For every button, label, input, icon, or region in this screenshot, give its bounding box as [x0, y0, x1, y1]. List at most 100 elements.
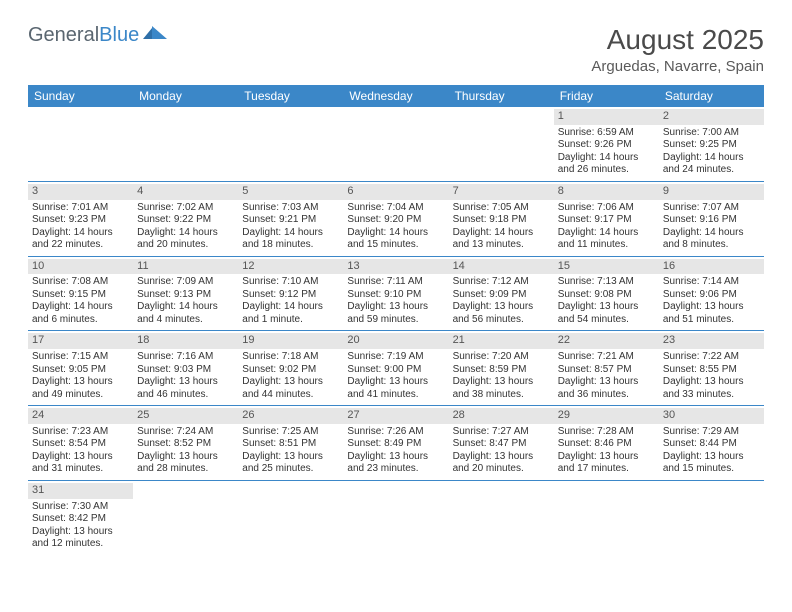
day-number: 19: [238, 333, 343, 349]
calendar-row: 3Sunrise: 7:01 AMSunset: 9:23 PMDaylight…: [28, 181, 764, 256]
daylight-text-2: and 4 minutes.: [137, 314, 234, 327]
sunset-text: Sunset: 9:12 PM: [242, 289, 339, 302]
daylight-text-1: Daylight: 13 hours: [663, 451, 760, 464]
location: Arguedas, Navarre, Spain: [591, 58, 764, 75]
calendar-cell: 30Sunrise: 7:29 AMSunset: 8:44 PMDayligh…: [659, 406, 764, 481]
daylight-text-2: and 25 minutes.: [242, 463, 339, 476]
day-number: 5: [238, 184, 343, 200]
sunset-text: Sunset: 9:25 PM: [663, 139, 760, 152]
calendar-cell: .: [343, 107, 448, 181]
sunset-text: Sunset: 9:21 PM: [242, 214, 339, 227]
sunset-text: Sunset: 9:15 PM: [32, 289, 129, 302]
daylight-text-1: Daylight: 14 hours: [137, 227, 234, 240]
sunrise-text: Sunrise: 7:18 AM: [242, 351, 339, 364]
daylight-text-2: and 22 minutes.: [32, 239, 129, 252]
sunrise-text: Sunrise: 7:25 AM: [242, 426, 339, 439]
header: GeneralBlue August 2025 Arguedas, Navarr…: [28, 24, 764, 75]
daylight-text-2: and 18 minutes.: [242, 239, 339, 252]
sunrise-text: Sunrise: 7:13 AM: [558, 276, 655, 289]
daylight-text-1: Daylight: 13 hours: [32, 376, 129, 389]
daylight-text-2: and 23 minutes.: [347, 463, 444, 476]
sunset-text: Sunset: 9:09 PM: [453, 289, 550, 302]
daylight-text-2: and 36 minutes.: [558, 389, 655, 402]
sunrise-text: Sunrise: 7:21 AM: [558, 351, 655, 364]
daylight-text-1: Daylight: 14 hours: [242, 227, 339, 240]
day-number: 31: [28, 483, 133, 499]
calendar-cell: 22Sunrise: 7:21 AMSunset: 8:57 PMDayligh…: [554, 331, 659, 406]
sunset-text: Sunset: 8:57 PM: [558, 364, 655, 377]
sunset-text: Sunset: 8:51 PM: [242, 438, 339, 451]
calendar-cell: 23Sunrise: 7:22 AMSunset: 8:55 PMDayligh…: [659, 331, 764, 406]
day-number: 9: [659, 184, 764, 200]
day-number: 11: [133, 259, 238, 275]
day-number: 24: [28, 408, 133, 424]
sunrise-text: Sunrise: 7:19 AM: [347, 351, 444, 364]
calendar-cell: 14Sunrise: 7:12 AMSunset: 9:09 PMDayligh…: [449, 256, 554, 331]
daylight-text-2: and 6 minutes.: [32, 314, 129, 327]
day-number: 26: [238, 408, 343, 424]
sunrise-text: Sunrise: 7:09 AM: [137, 276, 234, 289]
day-number: 8: [554, 184, 659, 200]
sunrise-text: Sunrise: 7:22 AM: [663, 351, 760, 364]
daylight-text-1: Daylight: 14 hours: [663, 152, 760, 165]
daylight-text-2: and 8 minutes.: [663, 239, 760, 252]
daylight-text-1: Daylight: 13 hours: [347, 451, 444, 464]
sunset-text: Sunset: 8:54 PM: [32, 438, 129, 451]
weekday-header: Sunday: [28, 85, 133, 107]
logo-text: GeneralBlue: [28, 24, 139, 47]
calendar-table: SundayMondayTuesdayWednesdayThursdayFrid…: [28, 85, 764, 555]
sunrise-text: Sunrise: 7:07 AM: [663, 202, 760, 215]
calendar-cell: 4Sunrise: 7:02 AMSunset: 9:22 PMDaylight…: [133, 181, 238, 256]
sunrise-text: Sunrise: 7:14 AM: [663, 276, 760, 289]
daylight-text-2: and 12 minutes.: [32, 538, 129, 551]
sunrise-text: Sunrise: 7:20 AM: [453, 351, 550, 364]
daylight-text-1: Daylight: 14 hours: [137, 301, 234, 314]
weekday-header: Saturday: [659, 85, 764, 107]
daylight-text-2: and 13 minutes.: [453, 239, 550, 252]
sunset-text: Sunset: 8:46 PM: [558, 438, 655, 451]
calendar-cell: 8Sunrise: 7:06 AMSunset: 9:17 PMDaylight…: [554, 181, 659, 256]
day-number: 1: [554, 109, 659, 125]
day-number: 20: [343, 333, 448, 349]
daylight-text-1: Daylight: 13 hours: [137, 376, 234, 389]
sunset-text: Sunset: 8:55 PM: [663, 364, 760, 377]
calendar-cell: 29Sunrise: 7:28 AMSunset: 8:46 PMDayligh…: [554, 406, 659, 481]
calendar-cell: 7Sunrise: 7:05 AMSunset: 9:18 PMDaylight…: [449, 181, 554, 256]
daylight-text-2: and 26 minutes.: [558, 164, 655, 177]
daylight-text-1: Daylight: 14 hours: [558, 227, 655, 240]
calendar-cell: .: [133, 480, 238, 554]
calendar-cell: .: [659, 480, 764, 554]
calendar-cell: 3Sunrise: 7:01 AMSunset: 9:23 PMDaylight…: [28, 181, 133, 256]
calendar-cell: 12Sunrise: 7:10 AMSunset: 9:12 PMDayligh…: [238, 256, 343, 331]
daylight-text-2: and 1 minute.: [242, 314, 339, 327]
sunrise-text: Sunrise: 7:12 AM: [453, 276, 550, 289]
daylight-text-2: and 54 minutes.: [558, 314, 655, 327]
daylight-text-2: and 20 minutes.: [137, 239, 234, 252]
logo-text-blue: Blue: [99, 24, 139, 46]
sunset-text: Sunset: 9:16 PM: [663, 214, 760, 227]
calendar-cell: 31Sunrise: 7:30 AMSunset: 8:42 PMDayligh…: [28, 480, 133, 554]
daylight-text-2: and 17 minutes.: [558, 463, 655, 476]
sunset-text: Sunset: 9:22 PM: [137, 214, 234, 227]
daylight-text-1: Daylight: 14 hours: [242, 301, 339, 314]
sunrise-text: Sunrise: 7:29 AM: [663, 426, 760, 439]
sunset-text: Sunset: 9:17 PM: [558, 214, 655, 227]
sunrise-text: Sunrise: 7:16 AM: [137, 351, 234, 364]
daylight-text-2: and 11 minutes.: [558, 239, 655, 252]
sunset-text: Sunset: 9:13 PM: [137, 289, 234, 302]
daylight-text-1: Daylight: 13 hours: [453, 376, 550, 389]
calendar-cell: 16Sunrise: 7:14 AMSunset: 9:06 PMDayligh…: [659, 256, 764, 331]
calendar-cell: 11Sunrise: 7:09 AMSunset: 9:13 PMDayligh…: [133, 256, 238, 331]
day-number: 25: [133, 408, 238, 424]
sunrise-text: Sunrise: 7:08 AM: [32, 276, 129, 289]
calendar-row: .....1Sunrise: 6:59 AMSunset: 9:26 PMDay…: [28, 107, 764, 181]
sunset-text: Sunset: 8:52 PM: [137, 438, 234, 451]
daylight-text-2: and 31 minutes.: [32, 463, 129, 476]
calendar-cell: 25Sunrise: 7:24 AMSunset: 8:52 PMDayligh…: [133, 406, 238, 481]
day-number: 13: [343, 259, 448, 275]
daylight-text-1: Daylight: 13 hours: [663, 376, 760, 389]
sunset-text: Sunset: 8:42 PM: [32, 513, 129, 526]
daylight-text-2: and 44 minutes.: [242, 389, 339, 402]
day-number: 7: [449, 184, 554, 200]
calendar-cell: .: [133, 107, 238, 181]
